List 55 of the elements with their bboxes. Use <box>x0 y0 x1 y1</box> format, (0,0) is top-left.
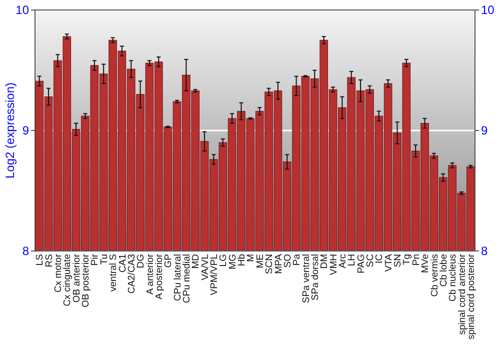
x-tick-label: Arc <box>338 254 348 268</box>
x-tick-label: Cb vermis <box>429 254 440 297</box>
y-axis-title: Log2 (expression) <box>3 82 18 179</box>
x-tick-label: MD <box>190 254 202 269</box>
x-tick-label: Cx cingulate <box>62 254 74 306</box>
y-tick-label: 8 <box>22 244 30 258</box>
x-tick-label: VTA <box>383 253 394 272</box>
y2-tick-label: 9 <box>481 124 488 138</box>
x-tick-label: SPa ventral <box>300 254 312 304</box>
x-tick-label: VMH <box>328 254 340 276</box>
x-tick-label: Cx motor <box>53 254 64 293</box>
x-tick-label: MPA <box>273 253 284 274</box>
x-tick-label: OB posterior <box>80 254 92 308</box>
x-tick-label: A anterior <box>144 254 156 295</box>
x-tick-label: IC <box>374 254 386 264</box>
x-tick-label: CPu medial <box>182 254 193 304</box>
x-tick-label: spinal cord posterior <box>466 254 477 340</box>
x-tick-label: SC <box>365 254 376 268</box>
y-tick-label: 9 <box>22 124 30 138</box>
x-tick-label: A posterior <box>154 254 165 300</box>
x-tick-label: ventral S <box>108 254 120 292</box>
x-tick-label: PAG <box>356 254 367 274</box>
x-tick-label: SO <box>282 254 294 268</box>
x-tick-label: VPM/VPL <box>209 254 220 296</box>
x-tick-label: RS <box>44 254 55 268</box>
x-tick-label: GP <box>163 254 174 268</box>
x-tick-label: CA2/CA3 <box>126 254 138 294</box>
x-tick-label: LG <box>218 254 230 267</box>
y-tick-label: 10 <box>16 3 30 18</box>
x-tick-label: spinal cord anterior <box>456 254 468 335</box>
x-tick-label: SCN <box>264 254 276 274</box>
x-tick-label: M <box>246 254 257 262</box>
x-tick-label: LS <box>34 254 46 266</box>
x-tick-label: Tu <box>98 254 110 265</box>
x-tick-label: Tg <box>402 254 413 266</box>
x-tick-label: CA1 <box>117 254 128 272</box>
y2-tick-label: 10 <box>481 3 495 18</box>
x-tick-label: SPa dorsal <box>310 254 321 300</box>
x-tick-label: CPu lateral <box>172 254 184 301</box>
x-tick-label: LH <box>346 254 358 266</box>
x-tick-label: Pn <box>410 254 422 266</box>
x-tick-label: VA/VL <box>200 254 211 280</box>
x-tick-label: MG <box>227 254 238 270</box>
x-tick-label: Pir <box>90 254 101 266</box>
x-tick-label: Pa <box>292 253 303 266</box>
x-tick-label: DG <box>136 254 147 268</box>
x-tick-label: DM <box>319 254 330 269</box>
x-tick-label: OB anterior <box>71 254 82 303</box>
x-tick-label: SN <box>392 254 404 268</box>
x-tick-label: Cb nucleus <box>448 254 459 302</box>
y2-tick-label: 8 <box>481 244 488 258</box>
x-tick-label: ME <box>254 254 266 268</box>
x-tick-label: Cb lobe <box>438 254 450 287</box>
x-tick-label: Hb <box>236 254 248 266</box>
x-tick-label: MVe <box>420 254 432 274</box>
